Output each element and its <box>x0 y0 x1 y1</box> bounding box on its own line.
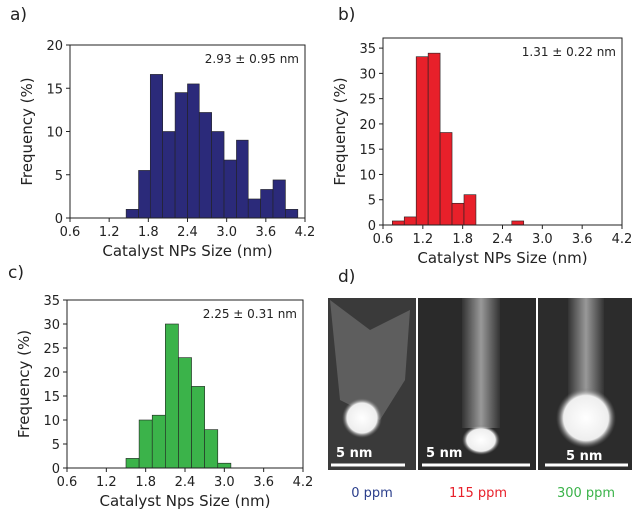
bar <box>204 429 219 469</box>
bar <box>178 357 192 469</box>
x-tick-label: 3.0 <box>532 232 553 247</box>
bar <box>260 189 274 219</box>
x-axis-label: Catalyst Nps Size (nm) <box>100 492 271 510</box>
x-tick-label: 1.2 <box>96 475 117 490</box>
bar <box>162 131 176 219</box>
x-tick-label: 3.6 <box>253 475 274 490</box>
x-tick-label: 2.4 <box>492 232 513 247</box>
bar <box>198 112 212 219</box>
bar <box>174 92 188 219</box>
y-tick-label: 15 <box>46 82 63 97</box>
scale-label: 5 nm <box>426 446 462 461</box>
bar <box>165 323 179 469</box>
bar <box>285 209 299 219</box>
bar <box>451 202 465 226</box>
panel-label: b) <box>338 5 355 25</box>
annotation: 2.25 ± 0.31 nm <box>203 307 297 321</box>
bar <box>511 220 525 226</box>
scale-label: 5 nm <box>336 446 372 461</box>
y-tick-label: 15 <box>43 390 60 405</box>
x-tick-label: 3.0 <box>216 225 237 240</box>
annotation: 1.31 ± 0.22 nm <box>522 45 616 59</box>
tem-image <box>328 298 416 470</box>
x-tick-label: 0.6 <box>60 225 81 240</box>
y-tick-label: 0 <box>368 219 376 234</box>
bar <box>187 83 200 219</box>
y-tick-label: 20 <box>46 39 63 54</box>
y-tick-label: 30 <box>43 318 60 333</box>
y-tick-label: 25 <box>359 93 376 108</box>
caption: 115 ppm <box>449 486 507 501</box>
y-tick-label: 10 <box>46 126 63 141</box>
y-tick-label: 30 <box>359 67 376 82</box>
caption: 300 ppm <box>557 486 615 501</box>
bar <box>463 194 477 226</box>
bar <box>138 419 153 469</box>
x-tick-label: 1.2 <box>99 225 120 240</box>
panel-label: c) <box>8 263 24 283</box>
caption: 0 ppm <box>351 486 393 501</box>
x-tick-label: 1.2 <box>412 232 433 247</box>
bar <box>439 132 453 226</box>
bar <box>211 131 225 219</box>
bar <box>151 414 166 469</box>
y-tick-label: 20 <box>43 366 60 381</box>
y-tick-label: 10 <box>43 414 60 429</box>
bar <box>217 462 232 469</box>
y-tick-label: 15 <box>359 143 376 158</box>
y-axis-label: Frequency (%) <box>18 77 36 185</box>
bar <box>391 220 405 226</box>
tem-image <box>538 298 632 470</box>
bar <box>415 56 429 226</box>
y-tick-label: 35 <box>43 294 60 309</box>
x-tick-label: 1.8 <box>452 232 473 247</box>
bar <box>125 458 140 469</box>
bar <box>272 179 286 219</box>
panel-label: a) <box>10 5 27 25</box>
x-tick-label: 4.2 <box>612 232 633 247</box>
x-tick-label: 4.2 <box>293 475 314 490</box>
bar <box>427 52 441 226</box>
bar <box>236 139 249 219</box>
y-tick-label: 25 <box>43 342 60 357</box>
bar <box>403 216 417 226</box>
y-axis-label: Frequency (%) <box>331 77 349 185</box>
y-axis-label: Frequency (%) <box>15 330 33 438</box>
bar <box>247 198 261 219</box>
bar <box>138 170 151 219</box>
bar <box>223 159 237 219</box>
x-tick-label: 0.6 <box>373 232 394 247</box>
x-tick-label: 3.6 <box>572 232 593 247</box>
panel-label: d) <box>338 267 355 287</box>
y-tick-label: 10 <box>359 168 376 183</box>
tem-image <box>418 298 536 470</box>
x-tick-label: 3.0 <box>214 475 235 490</box>
x-axis-label: Catalyst NPs Size (nm) <box>417 249 587 267</box>
x-tick-label: 1.8 <box>135 475 156 490</box>
x-tick-label: 1.8 <box>138 225 159 240</box>
scale-label: 5 nm <box>566 449 602 464</box>
y-tick-label: 35 <box>359 42 376 57</box>
x-axis-label: Catalyst NPs Size (nm) <box>102 242 272 260</box>
x-tick-label: 2.4 <box>177 225 198 240</box>
y-tick-label: 5 <box>52 438 60 453</box>
bar <box>149 74 163 219</box>
annotation: 2.93 ± 0.95 nm <box>205 52 299 66</box>
y-tick-label: 0 <box>55 212 63 227</box>
x-tick-label: 3.6 <box>255 225 276 240</box>
y-tick-label: 0 <box>52 462 60 477</box>
x-tick-label: 4.2 <box>295 225 316 240</box>
y-tick-label: 20 <box>359 118 376 133</box>
y-tick-label: 5 <box>55 169 63 184</box>
x-tick-label: 0.6 <box>57 475 78 490</box>
bar <box>191 386 205 469</box>
bar <box>125 209 139 219</box>
y-tick-label: 5 <box>368 194 376 209</box>
x-tick-label: 2.4 <box>175 475 196 490</box>
